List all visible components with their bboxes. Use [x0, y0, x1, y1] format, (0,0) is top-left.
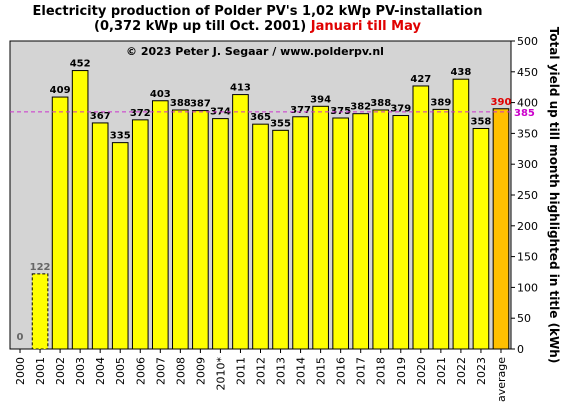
bar-value-label-2018: 388 [370, 98, 391, 109]
bar-value-label-2020: 427 [410, 74, 431, 85]
x-tick-label-2012: 2012 [255, 357, 268, 385]
bar-2011 [232, 94, 249, 350]
bar-value-label-2012: 365 [250, 112, 271, 123]
bar-2017 [352, 113, 370, 350]
x-tick-label-2021: 2021 [435, 357, 448, 385]
chart-subtitle: (0,372 kWp up till Oct. 2001) Januari ti… [0, 19, 515, 34]
bar-2013 [272, 129, 289, 350]
x-tick-label-2014: 2014 [295, 357, 308, 385]
bar-value-label-2013: 355 [270, 118, 291, 129]
y-tick-label-50: 50 [517, 312, 531, 325]
bar-2014 [292, 116, 309, 350]
bar-value-label-2017: 382 [350, 102, 371, 113]
x-tick-label-2017: 2017 [355, 357, 368, 385]
bar-value-label-2019: 379 [390, 104, 411, 115]
subtitle-period: Januari till May [310, 19, 421, 34]
x-tick-label-2013: 2013 [275, 357, 288, 385]
x-tick-label-2022: 2022 [455, 357, 468, 385]
y-tick-label-250: 250 [517, 189, 538, 202]
bar-2012 [252, 123, 269, 350]
x-tick-label-2016: 2016 [335, 357, 348, 385]
x-tick-label-2011: 2011 [234, 357, 247, 385]
bar-average [492, 108, 510, 350]
subtitle-main: (0,372 kWp up till Oct. 2001) [94, 19, 307, 34]
bar-2002 [51, 96, 69, 350]
bar-value-label-2021: 389 [430, 97, 451, 108]
x-tick-label-2008: 2008 [174, 357, 187, 385]
bar-value-label-2023: 358 [471, 116, 492, 127]
bar-value-label-2005: 335 [110, 131, 131, 142]
y-tick-label-100: 100 [517, 281, 538, 294]
x-tick-label-2007: 2007 [154, 357, 167, 385]
y-tick-label-150: 150 [517, 251, 538, 264]
bar-value-label-2008: 388 [170, 98, 191, 109]
bar-value-label-2001: 122 [30, 262, 51, 273]
x-tick-label-2004: 2004 [94, 357, 107, 385]
y-tick-label-350: 350 [517, 127, 538, 140]
average-line-label: 385 [514, 108, 535, 119]
x-tick-label-2002: 2002 [54, 357, 67, 385]
bar-2008 [172, 109, 189, 350]
x-tick-label-2006: 2006 [134, 357, 147, 385]
x-tick-label-2020: 2020 [415, 357, 428, 385]
bar-2005 [111, 142, 129, 350]
bar-value-label-2002: 409 [50, 85, 71, 96]
bar-2023 [472, 127, 490, 350]
x-tick-label-average: average [495, 357, 508, 402]
copyright-text: © 2023 Peter J. Segaar / www.polderpv.nl [126, 45, 384, 58]
bar-2016 [332, 117, 349, 350]
bar-value-label-2000: 0 [17, 332, 24, 343]
x-tick-label-2009: 2009 [194, 357, 207, 385]
bar-value-label-2003: 452 [70, 59, 91, 70]
x-tick-label-2015: 2015 [315, 357, 328, 385]
bar-2019 [392, 115, 410, 350]
x-tick-label-2001: 2001 [34, 357, 47, 385]
bar-2020 [412, 85, 430, 350]
x-tick-label-2003: 2003 [74, 357, 87, 385]
bar-value-label-2011: 413 [230, 83, 251, 94]
x-tick-label-2019: 2019 [395, 357, 408, 385]
bar-value-label-2007: 403 [150, 89, 171, 100]
bar-value-label-2004: 367 [90, 111, 111, 122]
bar-value-label-2014: 377 [290, 105, 311, 116]
bar-2009 [192, 110, 209, 350]
bar-value-label-2006: 372 [130, 108, 151, 119]
bar-2004 [91, 122, 109, 350]
y-tick-label-300: 300 [517, 158, 538, 171]
bar-2010* [212, 118, 229, 350]
y-tick-label-0: 0 [517, 343, 524, 356]
y-tick-label-400: 400 [517, 97, 538, 110]
bar-2021 [432, 108, 450, 350]
y-tick-label-200: 200 [517, 220, 538, 233]
chart-title: Electricity production of Polder PV's 1,… [32, 4, 483, 19]
bar-value-label-2009: 387 [190, 99, 211, 110]
x-tick-label-2018: 2018 [375, 357, 388, 385]
y-tick-label-450: 450 [517, 66, 538, 79]
x-tick-label-2000: 2000 [14, 357, 27, 385]
bar-2006 [131, 119, 149, 350]
x-tick-label-2010*: 2010* [214, 357, 227, 391]
bar-2018 [372, 109, 390, 350]
bar-2001 [31, 273, 49, 350]
bar-value-label-average: 390 [491, 97, 512, 108]
bar-2007 [151, 100, 169, 350]
bar-2022 [452, 78, 470, 350]
bar-value-label-2022: 438 [450, 67, 471, 78]
x-tick-label-2005: 2005 [114, 357, 127, 385]
y-tick-label-500: 500 [517, 35, 538, 48]
bar-2015 [312, 105, 329, 350]
bar-value-label-2015: 394 [310, 94, 331, 105]
y-axis-label: Total yield up till month highlighted in… [547, 27, 561, 364]
x-tick-label-2023: 2023 [475, 357, 488, 385]
